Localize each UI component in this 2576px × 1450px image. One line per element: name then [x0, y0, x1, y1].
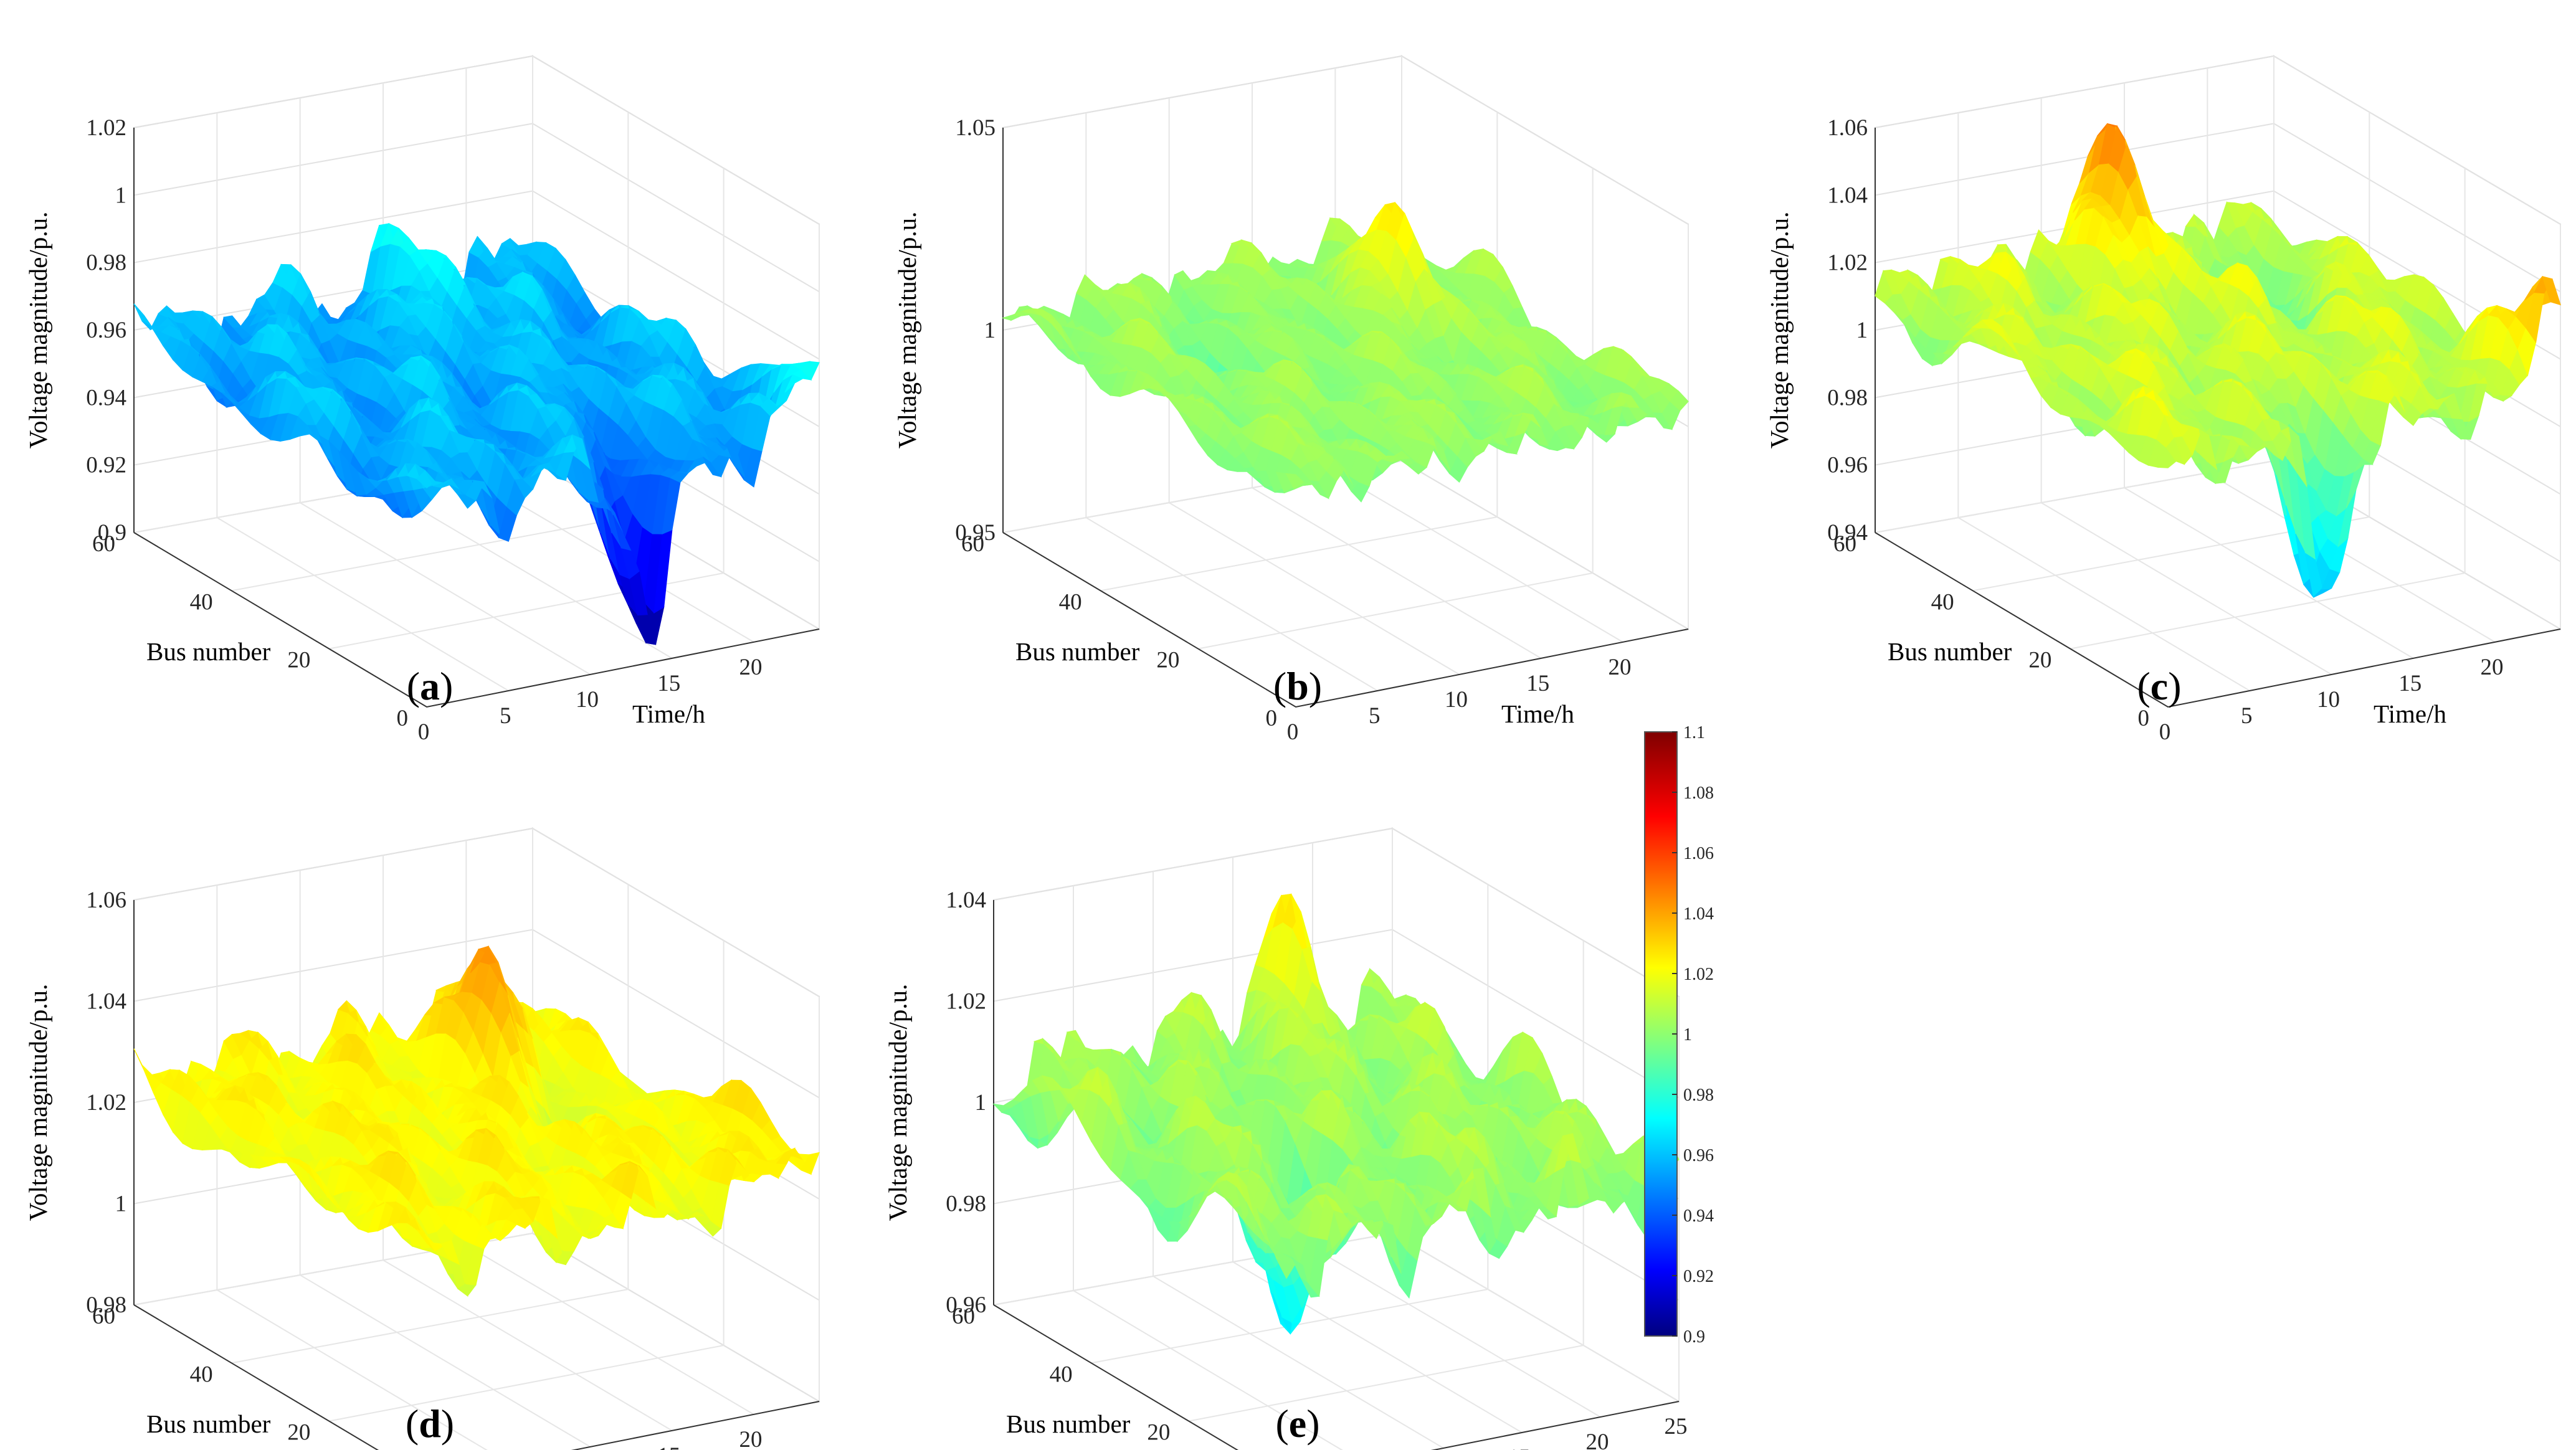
z-tick-label: 1.05 [955, 115, 996, 141]
z-tick-label: 1.02 [1827, 250, 1868, 276]
x-gridline [1169, 502, 1460, 675]
y-axis-label: Bus number [146, 637, 271, 666]
x-tick-label: 20 [1609, 655, 1632, 680]
x-tick-label: 0 [2159, 719, 2171, 745]
y-gridline [2070, 572, 2465, 650]
x-axis-label: Time/h [2374, 699, 2446, 728]
x-tick-label: 15 [1526, 671, 1549, 696]
y-tick-label: 40 [1931, 589, 1954, 615]
x-axis-label: Time/h [632, 699, 705, 728]
x-tick-label: 15 [657, 1443, 680, 1450]
x-gridline [216, 517, 509, 691]
z-axis-label: Voltage magnitude/p.u. [893, 212, 921, 449]
x-tick-label: 0 [418, 719, 430, 745]
y-tick-label: 40 [190, 1362, 213, 1387]
y-tick-label: 0 [2138, 706, 2150, 731]
z-tick-label: 1.06 [86, 888, 126, 913]
x-tick-label: 20 [739, 655, 763, 680]
y-tick-label: 0 [397, 706, 409, 731]
x-tick-label: 20 [2481, 655, 2504, 680]
y-tick-label: 60 [1833, 531, 1856, 557]
panel-caption: (a) [407, 664, 454, 708]
z-tick-label: 0.98 [1827, 385, 1868, 410]
x-tick-label: 15 [657, 671, 680, 696]
z-axis-label: Voltage magnitude/p.u. [1765, 212, 1794, 449]
y-gridline [1198, 572, 1593, 650]
x-tick-label: 10 [576, 687, 599, 713]
x-tick-label: 5 [500, 703, 511, 729]
z-tick-label: 0.96 [86, 318, 126, 343]
y-tick-label: 20 [287, 1420, 310, 1446]
x-axis-label: Time/h [1501, 699, 1574, 728]
z-tick-label: 1 [115, 1192, 127, 1217]
y-tick-label: 20 [287, 648, 310, 673]
x-tick-label: 0 [1287, 719, 1299, 745]
y-tick-label: 60 [92, 531, 115, 557]
z-tick-label: 1 [984, 318, 996, 343]
x-tick-label: 10 [1445, 687, 1468, 713]
y-tick-label: 60 [961, 531, 984, 557]
panel-caption: (c) [2137, 664, 2181, 708]
panel-c: 0.940.960.9811.021.041.06051015200204060… [1765, 55, 2561, 745]
x-tick-label: 5 [2241, 703, 2253, 729]
y-tick-label: 40 [190, 589, 213, 615]
panel-caption: (b) [1273, 664, 1322, 708]
x-tick-label: 15 [2398, 671, 2422, 696]
y-tick-label: 0 [1266, 706, 1278, 731]
y-tick-label: 60 [92, 1304, 115, 1329]
z-axis-label: Voltage magnitude/p.u. [24, 212, 52, 449]
x-gridline [300, 502, 591, 675]
floor-axes [133, 532, 820, 708]
z-tick-label: 0.96 [1827, 453, 1868, 478]
x-tick-label: 20 [739, 1427, 763, 1450]
panel-a: 0.9 0.92 0.94 0.96 0.98 1 1.02 0 5 10 15 20 0 20 40 60 V… [24, 55, 820, 745]
x-gridline [383, 487, 673, 659]
y-gridline [231, 516, 629, 592]
x-tick-label: 10 [2317, 687, 2340, 713]
y-gridline [329, 1345, 724, 1422]
y-axis-label: Bus number [1015, 637, 1140, 666]
y-tick-label: 20 [2028, 648, 2051, 673]
z-tick-label: 1 [115, 182, 127, 208]
z-tick-label: 1.02 [86, 115, 126, 141]
z-tick-label: 1.06 [1827, 115, 1868, 141]
z-tick-label: 0.92 [86, 453, 126, 478]
voltage-surface [133, 222, 820, 645]
x-tick-label: 5 [1369, 703, 1381, 729]
y-tick-label: 20 [1156, 648, 1179, 673]
z-tick-label: 0.94 [86, 385, 126, 410]
z-tick-label: 1.02 [86, 1090, 126, 1116]
z-tick-label: 0.98 [86, 250, 126, 276]
y-axis-label: Bus number [1888, 637, 2012, 666]
y-tick-label: 40 [1059, 589, 1082, 615]
z-tick-label: 1 [1856, 318, 1868, 343]
z-tick-label: 1.04 [1827, 182, 1868, 208]
panel-d: 0.9811.021.041.06051015200204060Voltage … [24, 827, 820, 1450]
z-tick-label: 1.04 [86, 989, 126, 1015]
z-tick-label: 0.9 [98, 520, 126, 546]
panels: 0.90.920.940.960.9811.02051015200204060V… [24, 55, 2561, 1450]
